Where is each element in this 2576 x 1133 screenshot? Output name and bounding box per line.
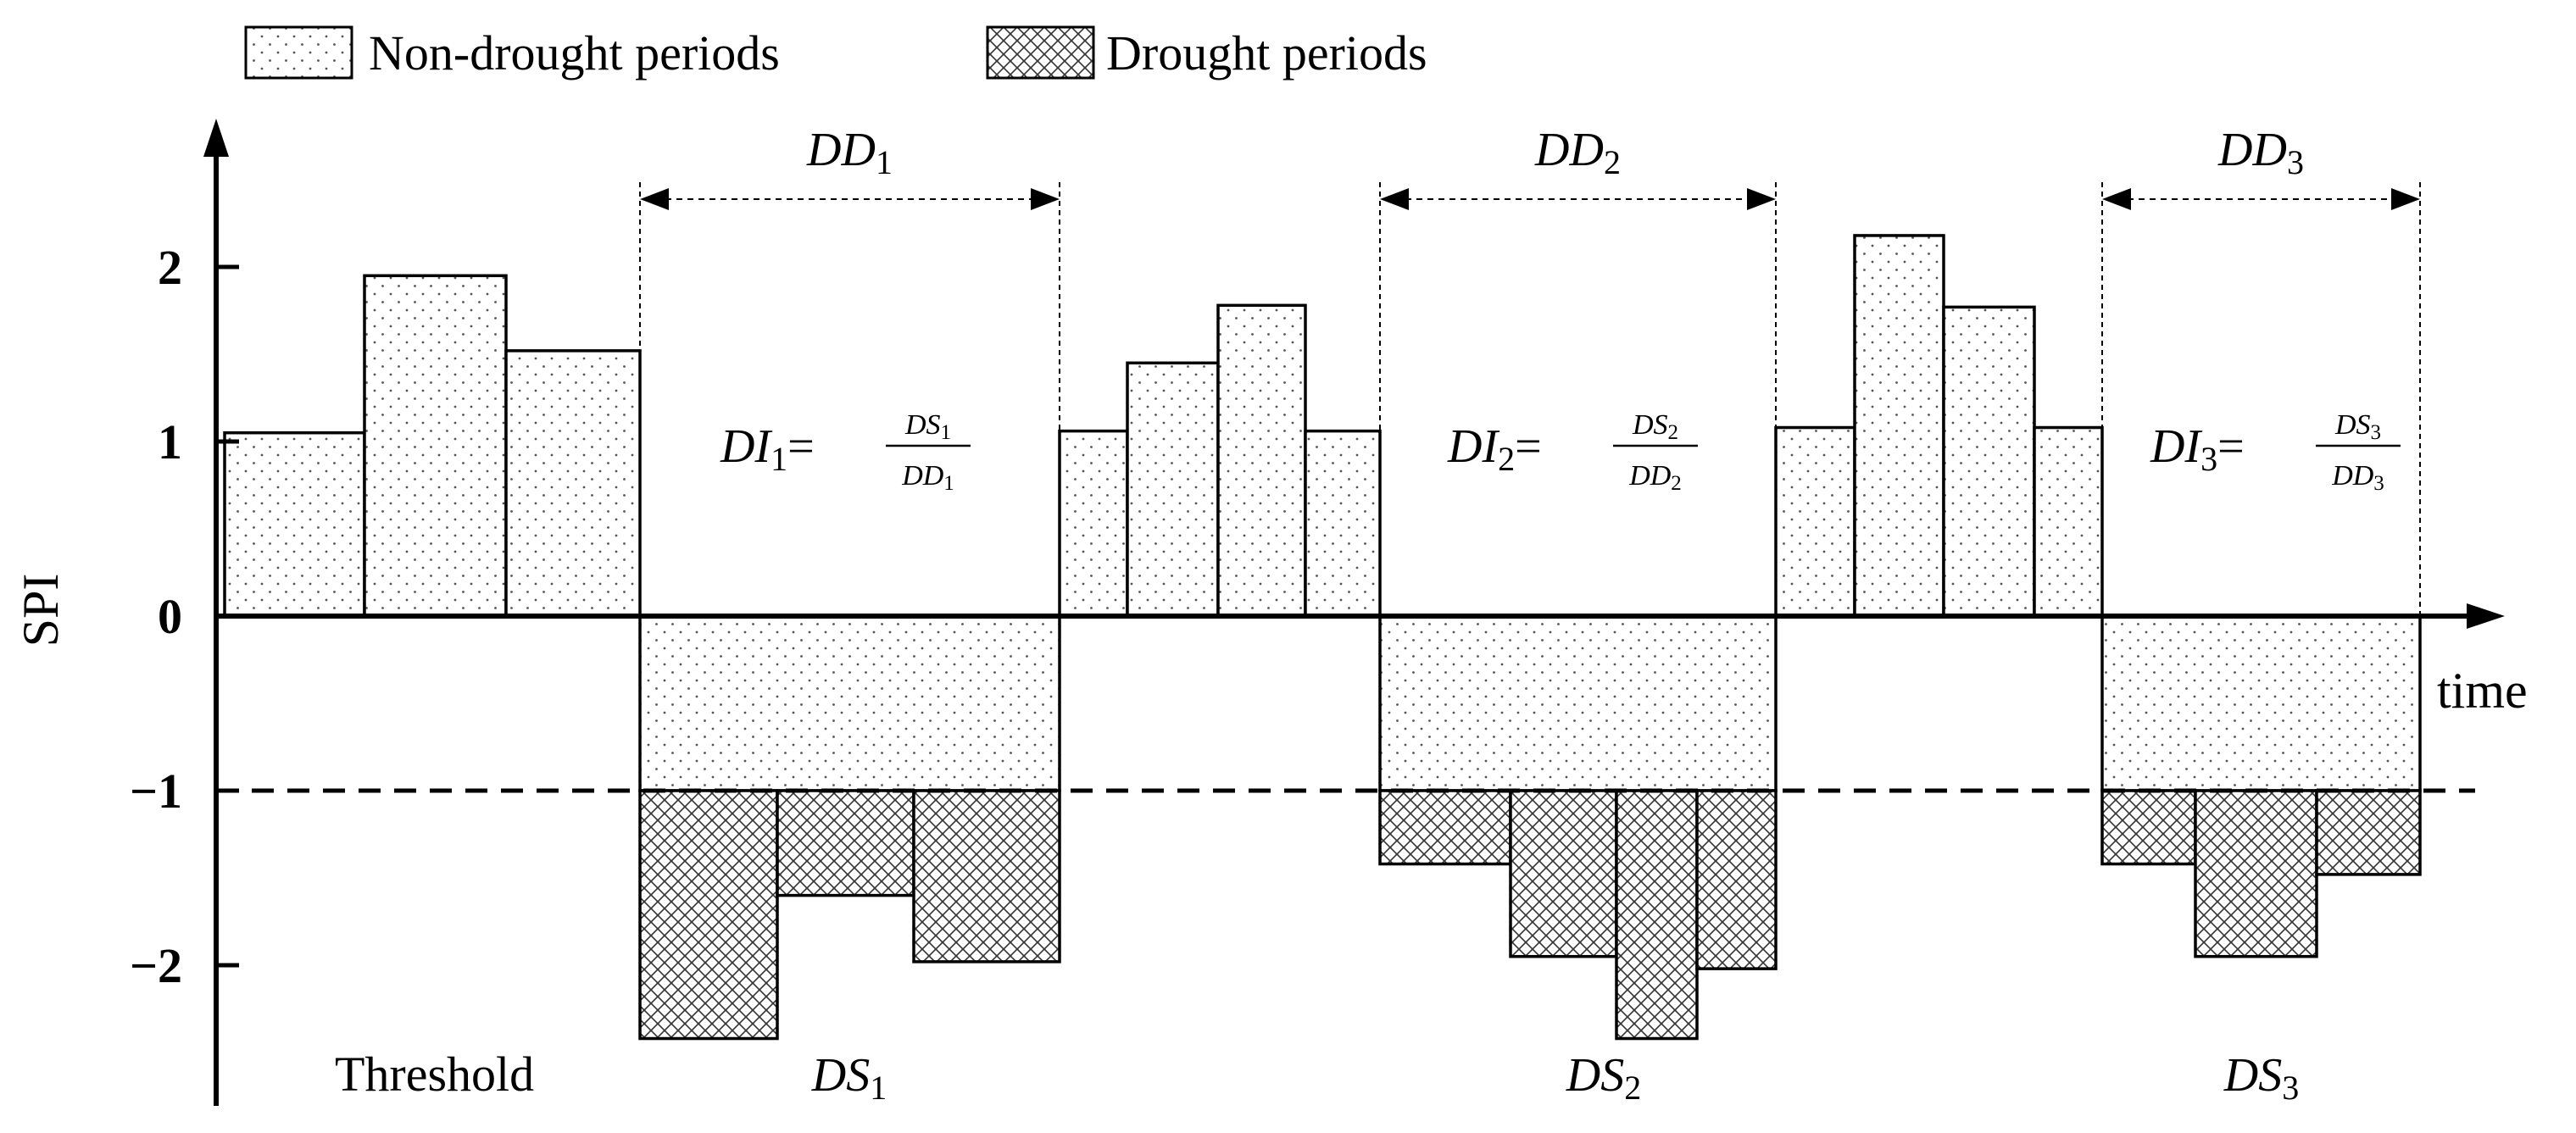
arrow-right-icon	[2391, 188, 2420, 210]
drought-bar	[1695, 789, 1778, 970]
non-drought-bar	[2033, 425, 2104, 618]
y-tick-label: 0	[158, 589, 182, 644]
legend-label-drought: Drought periods	[1106, 25, 1427, 81]
severity-label: DS2	[1566, 1049, 1641, 1107]
y-axis-label: SPI	[13, 574, 69, 647]
y-tick-label: −1	[130, 764, 182, 819]
intensity-numerator: DS3	[2334, 409, 2381, 444]
drought-bar	[776, 789, 915, 897]
arrow-right-icon	[1747, 188, 1776, 210]
axes: time SPI	[13, 119, 2528, 1106]
intensity-denominator: DD3	[2331, 460, 2384, 495]
non-drought-bar	[1058, 429, 1129, 618]
legend-swatch-drought	[986, 25, 1095, 80]
severity-label: DS3	[2223, 1049, 2299, 1107]
non-drought-bar	[504, 349, 642, 618]
non-drought-bar	[1942, 305, 2036, 618]
non-drought-bars	[223, 234, 2104, 618]
drought-annotations: DD1 DS1 DI1= DS1 DD1 DD2 DS2 DI2= DS2 DD2 DD3 DS3 DI…	[720, 124, 2401, 1107]
intensity-numerator: DS1	[904, 409, 951, 444]
intensity-label: DI3=	[2150, 420, 2245, 478]
duration-label: DD3	[2217, 124, 2304, 181]
x-axis-arrow-icon	[2467, 603, 2505, 629]
non-drought-bar	[363, 274, 508, 618]
duration-label: DD1	[806, 124, 893, 181]
deficit-region	[638, 614, 1061, 792]
deficit-region	[2100, 614, 2422, 792]
arrow-right-icon	[1031, 188, 1060, 210]
severity-label: DS1	[811, 1049, 887, 1107]
non-drought-bar	[1853, 234, 1945, 618]
arrow-left-icon	[2102, 188, 2131, 210]
arrow-left-icon	[640, 188, 669, 210]
drought-bars	[638, 789, 2422, 1041]
legend-label-non-drought: Non-drought periods	[369, 25, 780, 81]
non-drought-bar	[1126, 361, 1220, 618]
y-axis-arrow-icon	[203, 119, 229, 157]
drought-bar	[638, 789, 779, 1041]
drought-event-fills	[638, 614, 2422, 792]
legend-swatch-non-drought	[244, 25, 353, 80]
legend: Non-drought periods Drought periods	[244, 25, 1427, 81]
x-axis-label: time	[2437, 663, 2528, 719]
y-ticks: 2 1 0 −1 −2	[130, 240, 239, 993]
y-tick-label: 2	[158, 240, 182, 295]
intensity-denominator: DD2	[1628, 460, 1682, 495]
intensity-denominator: DD1	[901, 460, 954, 495]
intensity-label: DI2=	[1447, 420, 1542, 478]
duration-label: DD2	[1534, 124, 1621, 181]
non-drought-bar	[1774, 425, 1856, 618]
duration-markers	[639, 182, 2421, 616]
threshold-label: Threshold	[335, 1047, 534, 1102]
non-drought-bar	[223, 430, 366, 618]
drought-bar	[2100, 789, 2197, 866]
drought-bar	[2194, 789, 2318, 958]
non-drought-bar	[1216, 303, 1307, 618]
drought-bar	[1509, 789, 1618, 958]
y-tick-label: 1	[158, 414, 182, 469]
y-tick-label: −2	[130, 938, 182, 993]
deficit-region	[1378, 614, 1778, 792]
drought-bar	[912, 789, 1061, 964]
arrow-left-icon	[1380, 188, 1409, 210]
non-drought-bar	[1304, 429, 1382, 618]
intensity-numerator: DS2	[1632, 409, 1678, 444]
drought-bar	[2315, 789, 2422, 876]
drought-bar	[1615, 789, 1699, 1041]
drought-bar	[1378, 789, 1512, 866]
intensity-label: DI1=	[720, 420, 815, 478]
